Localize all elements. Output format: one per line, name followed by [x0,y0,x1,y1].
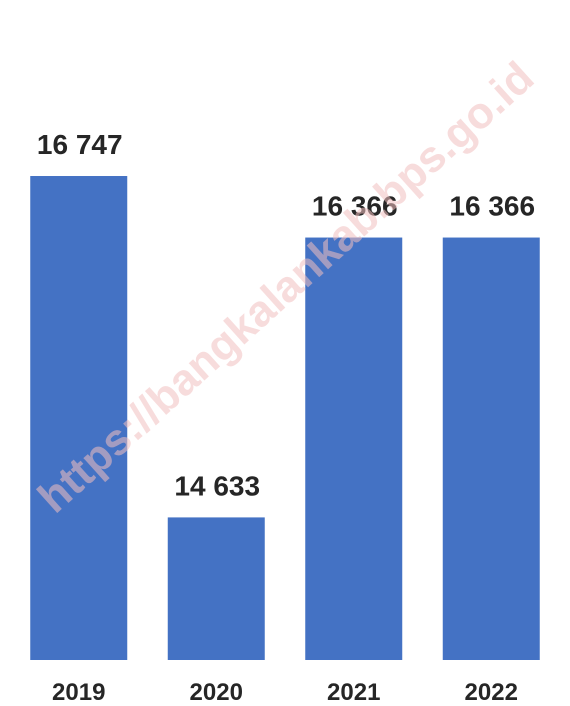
bar-2019 [30,176,128,660]
data-label-2019: 16 747 [37,129,123,160]
data-label-2020: 14 633 [174,470,260,501]
bar-2021 [305,237,403,660]
data-label-2022: 16 366 [449,191,535,222]
bars-layer [30,176,540,660]
data-label-2021: 16 366 [312,191,398,222]
bar-2020 [167,517,265,660]
x-tick-label-2020: 2020 [190,679,243,706]
x-tick-label-2022: 2022 [465,679,518,706]
x-axis-ticks: 2019 2020 2021 2022 [52,679,518,706]
data-labels-layer: 16 747 14 633 16 366 16 366 [37,129,535,501]
x-tick-label-2019: 2019 [52,679,105,706]
x-tick-label-2021: 2021 [327,679,380,706]
bar-2022 [442,237,540,660]
